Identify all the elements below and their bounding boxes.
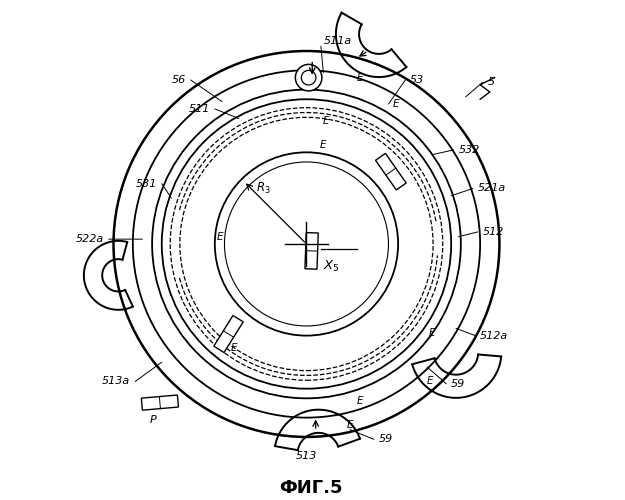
Text: E: E: [429, 328, 435, 338]
Text: 511: 511: [189, 104, 210, 114]
Polygon shape: [141, 395, 179, 410]
Text: 532: 532: [458, 145, 480, 155]
Text: $R_3$: $R_3$: [256, 181, 271, 196]
Text: E: E: [356, 396, 362, 406]
Polygon shape: [376, 154, 406, 190]
Circle shape: [162, 100, 451, 389]
Text: E: E: [216, 232, 223, 241]
Text: 512a: 512a: [480, 330, 508, 340]
Text: 513: 513: [296, 451, 317, 461]
Text: 521a: 521a: [478, 184, 506, 194]
Polygon shape: [214, 316, 243, 352]
Text: 59: 59: [451, 379, 466, 389]
Text: 531: 531: [136, 178, 157, 188]
Text: E: E: [392, 99, 399, 109]
Circle shape: [152, 90, 461, 399]
Text: E: E: [356, 72, 362, 83]
Text: E: E: [426, 376, 432, 386]
Text: $X_5$: $X_5$: [323, 258, 340, 274]
Text: 512: 512: [482, 227, 504, 237]
Polygon shape: [305, 232, 318, 269]
Text: P: P: [150, 415, 157, 425]
Text: E: E: [320, 140, 327, 150]
Circle shape: [215, 152, 398, 336]
Text: 59: 59: [379, 434, 393, 444]
Text: E: E: [322, 116, 329, 126]
Text: 513a: 513a: [102, 376, 131, 386]
Text: 56: 56: [172, 75, 186, 85]
Text: ФИГ.5: ФИГ.5: [279, 479, 343, 497]
Text: 511a: 511a: [323, 36, 352, 46]
Circle shape: [132, 70, 480, 418]
Circle shape: [301, 70, 316, 85]
Text: E: E: [347, 420, 353, 430]
Circle shape: [296, 64, 322, 91]
Circle shape: [114, 51, 499, 437]
Text: E: E: [231, 342, 238, 352]
Text: 522a: 522a: [76, 234, 104, 244]
Text: 53: 53: [410, 75, 424, 85]
Text: 5: 5: [488, 78, 494, 88]
